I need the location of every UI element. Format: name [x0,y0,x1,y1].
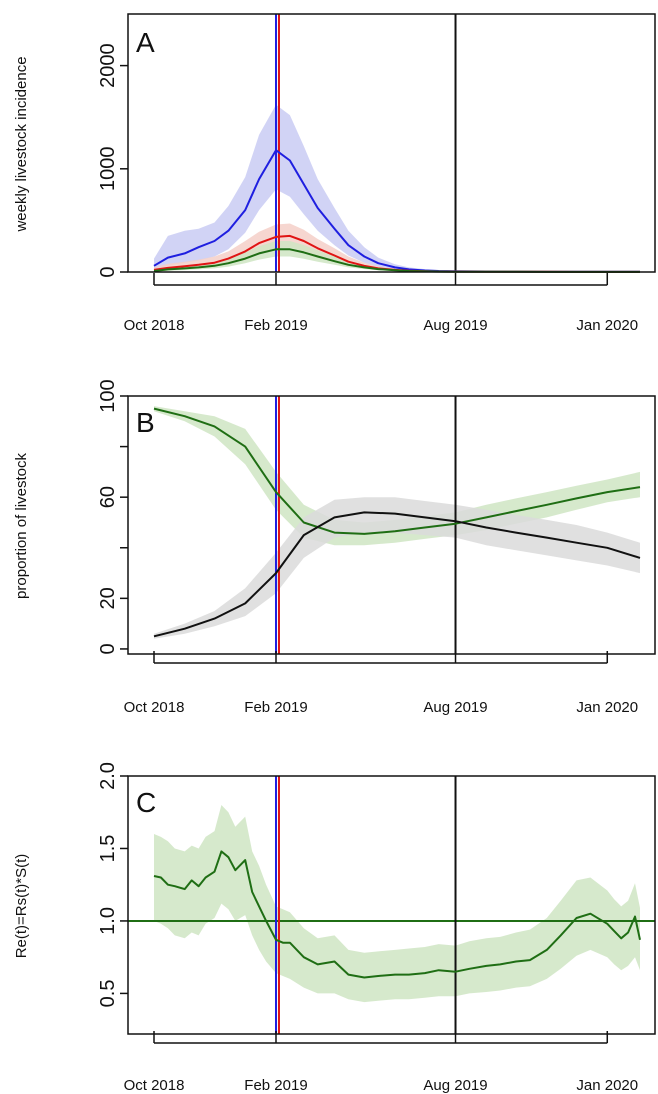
x-tick-label: Feb 2019 [244,699,307,716]
panel-c-plot: 0.5 1.0 1.5 2.0 Oct 2018 Feb 2019 Aug 2019 Jan … [97,762,656,1094]
panel-c-ylabel: Re(t)=Rs(t)*S(t) [13,854,30,959]
band-green [154,805,640,1003]
x-tick-label: Oct 2018 [124,1077,185,1094]
y-tick-label: 20 [97,587,119,609]
panel-a-ylabel: weekly livestock incidence [13,56,30,232]
line-green [153,407,641,535]
x-tick-label: Aug 2019 [423,317,487,334]
panel-c-label: C [136,787,156,818]
x-tick-label: Jan 2020 [576,1077,638,1094]
plot-frame [127,13,656,273]
band-blue [154,104,640,272]
x-tick-label: Oct 2018 [124,699,185,716]
y-tick-label: 1000 [97,147,119,192]
plot-frame [127,395,656,655]
band-black [154,497,640,639]
plot-frame [127,775,656,1035]
y-tick-label: 0.5 [97,980,119,1008]
panel-b-plot: 0 20 60 100 Oct 2018 Feb 2019 Aug 2019 Jan 2020 [97,379,656,716]
y-tick-label: 0 [97,266,119,277]
x-tick-label: Feb 2019 [244,317,307,334]
x-tick-label: Jan 2020 [576,317,638,334]
y-tick-label: 2000 [97,43,119,88]
panel-b-ylabel: proportion of livestock [13,453,30,599]
x-tick-label: Aug 2019 [423,1077,487,1094]
line-green [153,850,641,979]
y-tick-label: 100 [97,379,119,412]
panel-a: A weekly livestock incidence [13,27,155,233]
panel-b-label: B [136,407,155,438]
x-tick-label: Feb 2019 [244,1077,307,1094]
panel-b: B proportion of livestock [13,407,155,599]
y-tick-label: 60 [97,486,119,508]
x-tick-label: Aug 2019 [423,699,487,716]
x-tick-label: Oct 2018 [124,317,185,334]
y-tick-label: 1.5 [97,835,119,863]
y-tick-label: 0 [97,643,119,654]
panel-a-plot: 0 1000 2000 Oct 2018 Feb 2019 Aug 2019 Jan 202… [97,13,656,334]
panel-c: C Re(t)=Rs(t)*S(t) [13,787,156,958]
x-tick-label: Jan 2020 [576,699,638,716]
y-tick-label: 1.0 [97,907,119,935]
panel-a-label: A [136,27,155,58]
y-tick-label: 2.0 [97,762,119,790]
line-black [153,511,641,638]
